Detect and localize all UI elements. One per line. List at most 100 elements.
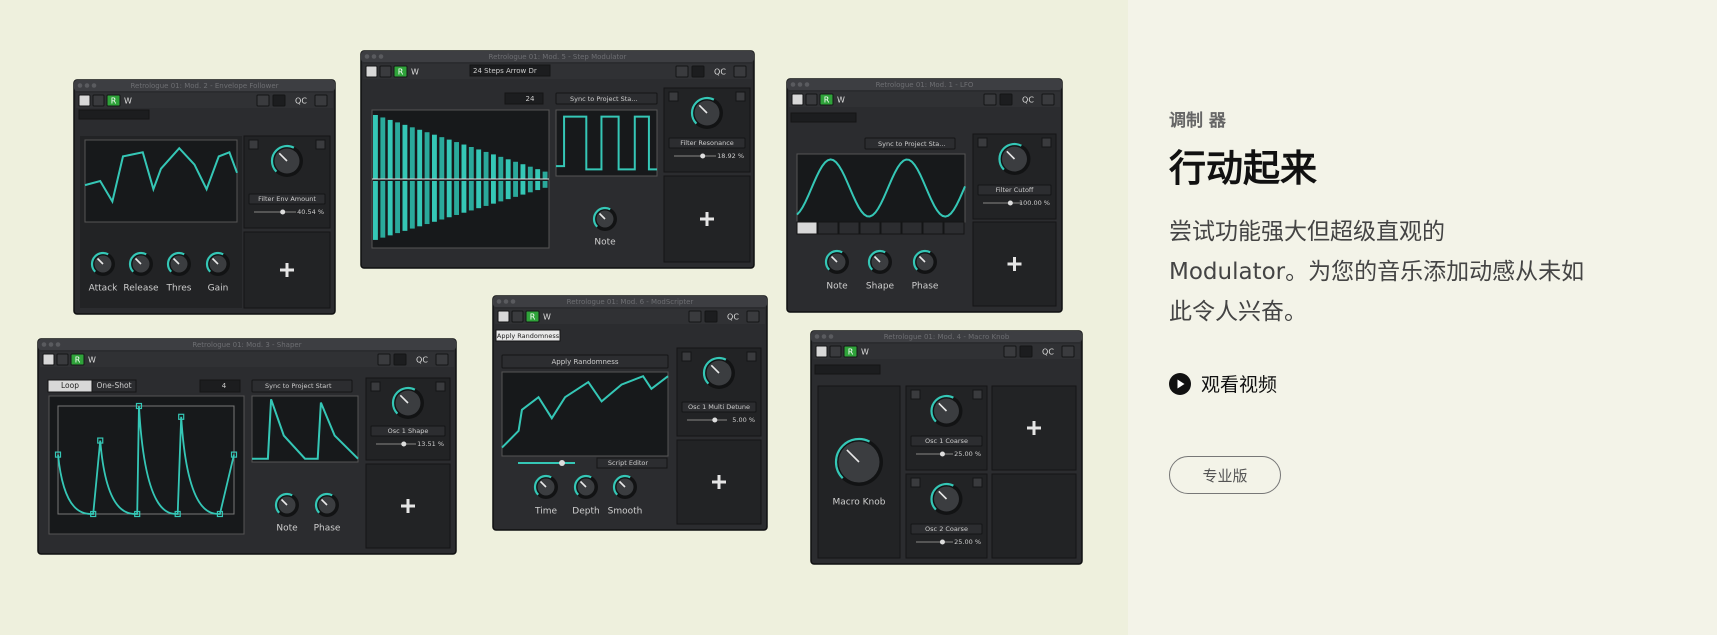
step-count-label: 24 xyxy=(526,95,535,103)
knob-arc xyxy=(690,96,724,130)
knob-pointer xyxy=(618,480,626,488)
knob-arc xyxy=(930,482,963,516)
wave xyxy=(84,146,238,205)
step-bar xyxy=(513,161,518,179)
window-dot xyxy=(84,83,90,88)
step-bar xyxy=(535,169,541,179)
step-bar xyxy=(498,181,504,202)
icon-button xyxy=(435,353,449,366)
wave xyxy=(796,158,966,218)
display xyxy=(501,371,669,457)
knob-pointer xyxy=(211,257,219,265)
mode-label: One-Shot xyxy=(96,381,131,390)
read-button xyxy=(843,345,858,358)
node xyxy=(54,451,62,458)
param-dropdown xyxy=(977,184,1052,196)
power-button xyxy=(365,65,378,78)
knob-arc xyxy=(391,386,425,420)
step-bar xyxy=(395,181,400,234)
pro-button[interactable]: 专业版 xyxy=(1169,456,1281,494)
sync-dropdown xyxy=(555,92,658,105)
mode-button xyxy=(91,379,137,393)
power-button xyxy=(815,345,828,358)
preset-name: Apply Randomness xyxy=(497,332,560,340)
step-bar xyxy=(513,181,518,197)
window-dot xyxy=(503,299,509,304)
toolbar-label: R xyxy=(530,313,536,322)
knob-arc xyxy=(824,249,850,275)
step-bar xyxy=(446,139,452,179)
knob-arc xyxy=(573,474,599,500)
toolbar-label: R xyxy=(75,356,81,365)
step-bar xyxy=(461,144,467,179)
step-bar xyxy=(454,142,459,179)
wave xyxy=(252,398,359,460)
toolbar-label: R xyxy=(824,96,830,105)
icon-button xyxy=(910,389,921,400)
display xyxy=(555,109,658,177)
knob-arc xyxy=(612,474,638,500)
video-label: 观看视频 xyxy=(1201,374,1278,396)
toolbar-label: R xyxy=(111,97,117,106)
knob-pointer xyxy=(846,449,860,463)
toolbar xyxy=(363,64,752,79)
param-name: Filter Cutoff xyxy=(996,186,1034,194)
sync-dropdown xyxy=(251,379,353,393)
title-bar xyxy=(74,80,335,91)
window-dot xyxy=(91,83,97,88)
display xyxy=(796,153,966,223)
field xyxy=(78,109,150,120)
icon-button xyxy=(1061,345,1075,358)
window-dot xyxy=(797,82,803,87)
window-dot xyxy=(814,334,820,339)
param-name: Osc 1 Multi Detune xyxy=(688,403,750,411)
window-title: Retrologue 01: Mod. 3 - Shaper xyxy=(192,341,301,349)
step-bar xyxy=(542,171,548,179)
knob-label: Time xyxy=(534,507,557,517)
icon-button xyxy=(977,137,988,148)
slider-thumb xyxy=(939,539,945,545)
icon-button xyxy=(668,91,679,102)
node xyxy=(174,510,181,518)
icon-button xyxy=(999,93,1013,106)
step-bar xyxy=(520,164,526,179)
window-title: Retrologue 01: Mod. 5 - Step Modulator xyxy=(489,53,627,61)
icon-button xyxy=(704,310,718,323)
param-dropdown xyxy=(668,137,746,149)
node xyxy=(178,413,185,420)
knob-pointer xyxy=(710,364,720,374)
play-icon xyxy=(1169,372,1191,395)
knob-label: Phase xyxy=(912,282,939,292)
step-bar xyxy=(476,149,482,179)
param-dropdown xyxy=(248,193,326,205)
knob-pointer xyxy=(918,255,926,263)
plugin-collage: Retrologue 01: Mod. 2 - Envelope Followe… xyxy=(37,50,1083,565)
knob-label: Note xyxy=(826,282,848,292)
step-bar xyxy=(468,181,474,211)
power-button xyxy=(78,94,91,107)
toolbar-label: QC xyxy=(295,97,307,106)
step-bar xyxy=(542,181,548,188)
body-line: 此令人兴奋。 xyxy=(1169,299,1307,325)
param-amount: 100.00 % xyxy=(1019,199,1050,207)
step-bar xyxy=(476,181,482,209)
knob-pointer xyxy=(172,257,180,265)
knob-pointer xyxy=(320,498,328,506)
icon-button xyxy=(56,353,69,366)
slider-thumb xyxy=(280,209,286,215)
icon-button xyxy=(691,65,705,78)
param-name: Filter Resonance xyxy=(680,139,734,147)
slider-thumb xyxy=(700,153,706,159)
window-dot xyxy=(41,342,47,347)
title-bar xyxy=(38,339,456,350)
step-bar xyxy=(446,181,452,218)
close-button xyxy=(315,139,326,150)
script-button-label: Apply Randomness xyxy=(551,358,618,366)
step-bar xyxy=(483,151,489,179)
knob-label: Note xyxy=(276,524,298,534)
waveform-button xyxy=(943,221,965,235)
power-button xyxy=(42,353,55,366)
watch-video[interactable]: 观看视频 xyxy=(1169,370,1277,397)
window-dot xyxy=(55,342,61,347)
title-bar xyxy=(811,331,1082,342)
